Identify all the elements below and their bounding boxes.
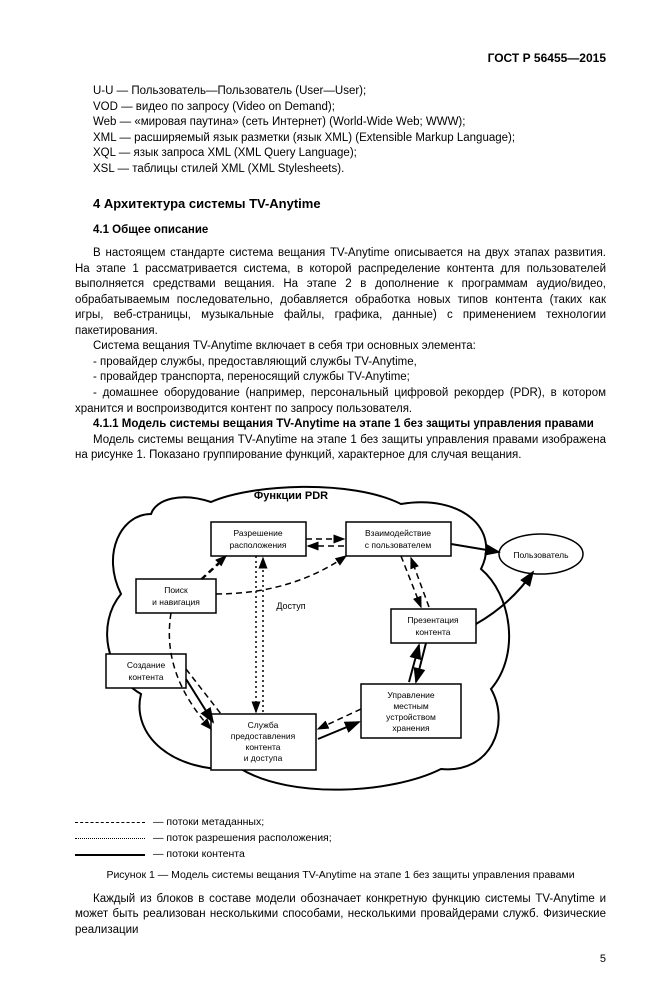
- abbrev-line: XSL — таблицы стилей XML (XML Stylesheet…: [75, 162, 606, 178]
- abbrev-line: Web — «мировая паутина» (сеть Интернет) …: [75, 115, 606, 131]
- svg-text:Пользователь: Пользователь: [513, 550, 569, 560]
- legend-swatch-dash: [75, 822, 145, 823]
- legend-row: — поток разрешения расположения;: [75, 831, 606, 845]
- abbrev-line: XML — расширяемый язык разметки (язык XM…: [75, 131, 606, 147]
- svg-text:расположения: расположения: [229, 540, 286, 550]
- abbrev-line: VOD — видео по запросу (Video on Demand)…: [75, 100, 606, 116]
- legend-label: — потоки контента: [153, 847, 245, 861]
- svg-text:Разрешение: Разрешение: [233, 528, 282, 538]
- svg-text:Создание: Создание: [126, 660, 165, 670]
- legend-swatch-solid: [75, 854, 145, 856]
- legend-label: — потоки метаданных;: [153, 815, 264, 829]
- abbrev-list: U-U — Пользователь—Пользователь (User—Us…: [75, 84, 606, 177]
- section-4-title: 4 Архитектура системы TV-Anytime: [75, 195, 606, 213]
- svg-text:контента: контента: [245, 742, 280, 752]
- figure-legend: — потоки метаданных; — поток разрешения …: [75, 815, 606, 862]
- svg-text:хранения: хранения: [392, 723, 430, 733]
- abbrev-line: XQL — язык запроса XML (XML Query Langua…: [75, 146, 606, 162]
- svg-text:местным: местным: [393, 701, 429, 711]
- svg-text:Поиск: Поиск: [164, 585, 188, 595]
- legend-swatch-dotted: [75, 838, 145, 839]
- svg-text:и навигация: и навигация: [152, 597, 200, 607]
- figure-1-svg: Функции PDR Разрешение расположения Взаи…: [91, 474, 591, 804]
- svg-text:контента: контента: [415, 627, 450, 637]
- svg-text:Управление: Управление: [387, 690, 435, 700]
- legend-row: — потоки контента: [75, 847, 606, 861]
- paragraph: Каждый из блоков в составе модели обозна…: [75, 892, 606, 939]
- legend-row: — потоки метаданных;: [75, 815, 606, 829]
- doc-id: ГОСТ Р 56455—2015: [75, 50, 606, 66]
- page-number: 5: [75, 952, 606, 967]
- figure-caption: Рисунок 1 — Модель системы вещания TV-An…: [75, 868, 606, 882]
- paragraph: В настоящем стандарте система вещания TV…: [75, 246, 606, 339]
- svg-text:Взаимодействие: Взаимодействие: [365, 528, 431, 538]
- svg-text:с пользователем: с пользователем: [364, 540, 431, 550]
- svg-text:устройством: устройством: [386, 712, 436, 722]
- list-item: - домашнее оборудование (например, персо…: [75, 386, 606, 417]
- figure-title: Функции PDR: [253, 490, 327, 502]
- legend-label: — поток разрешения расположения;: [153, 831, 332, 845]
- svg-text:Презентация: Презентация: [407, 615, 459, 625]
- access-label: Доступ: [276, 601, 305, 611]
- figure-1: Функции PDR Разрешение расположения Взаи…: [75, 474, 606, 810]
- paragraph: Система вещания TV-Anytime включает в се…: [75, 339, 606, 355]
- subsection-4-1-title: 4.1 Общее описание: [75, 223, 606, 239]
- abbrev-line: U-U — Пользователь—Пользователь (User—Us…: [75, 84, 606, 100]
- svg-text:контента: контента: [128, 672, 163, 682]
- svg-text:предоставления: предоставления: [230, 731, 295, 741]
- list-item: - провайдер службы, предоставляющий служ…: [75, 355, 606, 371]
- svg-text:и доступа: и доступа: [243, 753, 282, 763]
- subsection-4-1-1-title: 4.1.1 Модель системы вещания TV-Anytime …: [93, 418, 594, 430]
- svg-text:Служба: Служба: [247, 720, 278, 730]
- paragraph: Модель системы вещания TV-Anytime на эта…: [75, 433, 606, 464]
- paragraph: 4.1.1 Модель системы вещания TV-Anytime …: [75, 417, 606, 433]
- list-item: - провайдер транспорта, переносящий служ…: [75, 370, 606, 386]
